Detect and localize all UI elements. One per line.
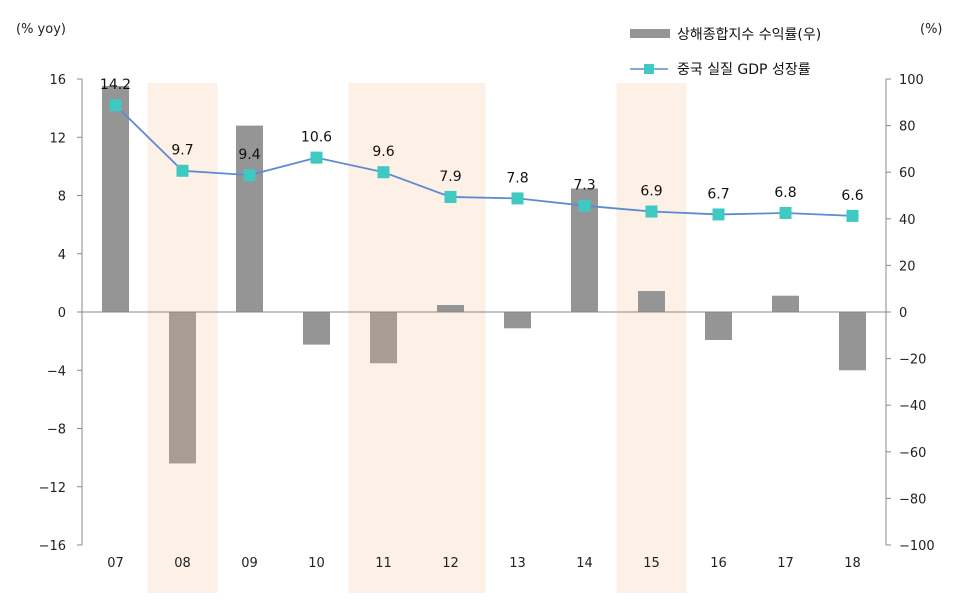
gdp-data-label: 6.9 [640, 184, 662, 200]
bar-13 [504, 312, 531, 329]
gdp-marker-09 [243, 169, 256, 182]
gdp-marker-15 [645, 205, 658, 218]
bar-07 [102, 85, 129, 313]
right-tick-label: 60 [899, 166, 916, 181]
highlight-band-12 [415, 83, 486, 593]
x-tick-label: 15 [643, 556, 660, 571]
right-tick-label: 0 [899, 306, 907, 321]
gdp-data-label: 7.3 [573, 178, 595, 194]
right-tick-label: −100 [899, 539, 935, 554]
gdp-marker-12 [444, 190, 457, 203]
gdp-marker-17 [779, 206, 792, 219]
bar-10 [303, 312, 330, 345]
left-tick-label: −4 [47, 364, 66, 379]
left-tick-label: −16 [39, 539, 66, 554]
right-tick-label: −40 [899, 399, 926, 414]
left-axis-unit: (% yoy) [16, 22, 66, 37]
right-axis-unit: (%) [920, 22, 943, 37]
bar-11 [370, 312, 397, 364]
bar-08 [169, 312, 196, 464]
legend-line-label: 중국 실질 GDP 성장률 [677, 62, 811, 78]
legend: 상해종합지수 수익률(우) 중국 실질 GDP 성장률 [630, 27, 821, 78]
left-tick-label: 4 [58, 248, 66, 263]
left-tick-label: 12 [49, 131, 66, 146]
x-tick-label: 12 [442, 556, 459, 571]
left-tick-label: 8 [58, 190, 66, 205]
right-tick-label: 20 [899, 259, 916, 274]
gdp-line [114, 104, 853, 217]
gdp-marker-11 [377, 166, 390, 179]
left-tick-label: −8 [47, 423, 66, 438]
data-labels: 14.2 9.7 9.4 10.6 9.6 7.9 7.8 7.3 6.9 6.7 6.8 6.6 [100, 77, 864, 204]
gdp-marker-10 [310, 151, 323, 164]
axes: 1612840−4−8−12−16100806040200−20−40−60−8… [39, 73, 935, 571]
x-tick-label: 14 [576, 556, 593, 571]
right-tick-label: 40 [899, 213, 916, 228]
gdp-data-label: 6.6 [841, 188, 863, 204]
bar-17 [772, 295, 799, 312]
bar-12 [437, 305, 464, 312]
right-tick-label: −20 [899, 353, 926, 368]
gdp-data-label: 7.8 [506, 170, 528, 186]
highlight-band-15 [616, 83, 687, 593]
gdp-data-label: 14.2 [100, 77, 131, 93]
gdp-marker-14 [578, 199, 591, 212]
x-tick-label: 17 [777, 556, 794, 571]
gdp-marker-13 [511, 192, 524, 205]
bar-09 [236, 125, 263, 312]
bar-series [102, 85, 866, 464]
gdp-data-label: 9.4 [238, 147, 260, 163]
gdp-data-label: 6.8 [774, 185, 796, 201]
gdp-data-label: 9.7 [171, 143, 193, 159]
legend-bar-swatch [630, 29, 670, 38]
x-tick-label: 08 [174, 556, 191, 571]
right-tick-label: −60 [899, 446, 926, 461]
line-series [109, 99, 859, 222]
bar-16 [705, 312, 732, 340]
left-tick-label: 0 [58, 306, 66, 321]
legend-line-marker [644, 64, 654, 74]
gdp-marker-07 [109, 99, 122, 112]
highlight-bands [147, 83, 687, 593]
gdp-marker-16 [712, 208, 725, 221]
x-tick-label: 10 [308, 556, 325, 571]
gdp-marker-08 [176, 164, 189, 177]
x-tick-label: 16 [710, 556, 727, 571]
x-tick-label: 13 [509, 556, 526, 571]
x-tick-label: 18 [844, 556, 861, 571]
left-tick-label: 16 [49, 73, 66, 88]
bar-18 [839, 312, 866, 371]
right-tick-label: −80 [899, 492, 926, 507]
gdp-data-label: 6.7 [707, 186, 729, 202]
gdp-data-label: 10.6 [301, 130, 332, 146]
right-tick-label: 80 [899, 120, 916, 135]
x-tick-label: 07 [107, 556, 124, 571]
x-tick-label: 11 [375, 556, 392, 571]
gdp-data-label: 7.9 [439, 169, 461, 185]
bar-15 [638, 291, 665, 312]
legend-bar-label: 상해종합지수 수익률(우) [677, 27, 821, 43]
gdp-marker-18 [846, 209, 859, 222]
left-tick-label: −12 [39, 481, 66, 496]
right-tick-label: 100 [899, 73, 924, 88]
gdp-data-label: 9.6 [372, 144, 394, 160]
x-tick-label: 09 [241, 556, 258, 571]
